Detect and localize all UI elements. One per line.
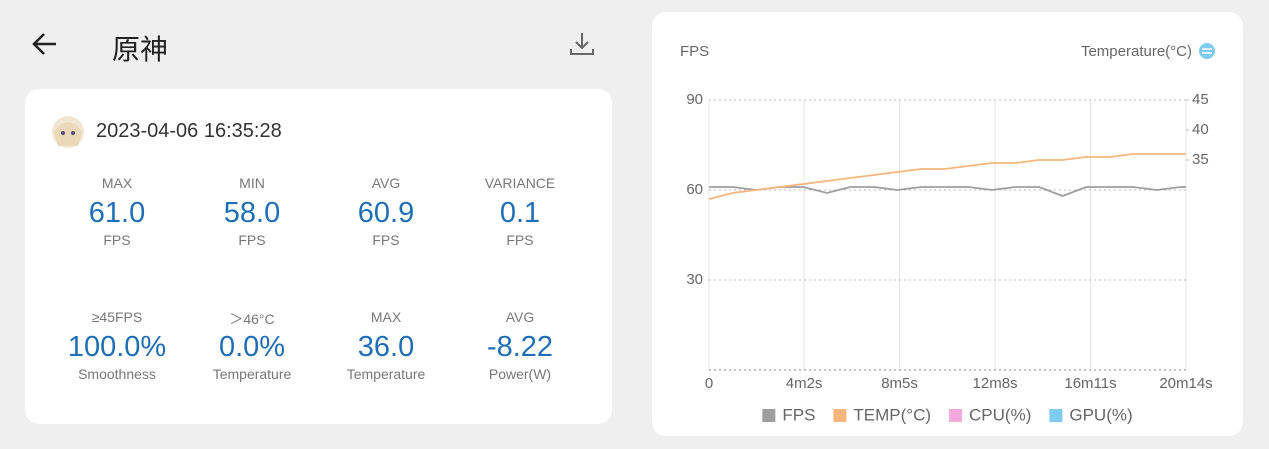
y-tick-label: 30 (686, 271, 703, 288)
y-tick-label: 90 (686, 91, 703, 108)
x-tick-label: 4m2s (786, 375, 823, 392)
stat: ＞46°C 0.0% Temperature (187, 309, 317, 382)
x-tick-label: 0 (705, 375, 713, 392)
stat-value: 58.0 (223, 197, 281, 229)
stats-card (25, 89, 612, 424)
stat-label: MAX (370, 309, 402, 325)
legend-label: FPS (782, 405, 815, 424)
x-tick-label: 8m5s (881, 375, 918, 392)
stat: VARIANCE 0.1 FPS (455, 175, 585, 248)
stat-value: 36.0 (357, 331, 415, 363)
stat-value: 0.1 (499, 197, 541, 229)
axis-icon-lines (1202, 48, 1212, 54)
back-button[interactable] (30, 30, 58, 58)
legend-label: GPU(%) (1069, 405, 1132, 424)
stat-unit: FPS (372, 232, 400, 248)
download-button[interactable] (568, 30, 596, 58)
stat-label: AVG (371, 175, 401, 191)
stat-unit: FPS (103, 232, 131, 248)
x-tick-label: 16m11s (1064, 375, 1116, 392)
y2-tick-label: 40 (1192, 121, 1209, 138)
stat-unit: Temperature (346, 366, 426, 382)
legend-swatch (949, 409, 963, 422)
stat-label: AVG (505, 309, 535, 325)
y-tick-label: 60 (686, 181, 703, 198)
stat: ≥45FPS 100.0% Smoothness (52, 309, 182, 382)
stat-label: MAX (101, 175, 133, 191)
stat: MAX 36.0 Temperature (321, 309, 451, 382)
app-title: 原神 (112, 34, 169, 65)
axis-icon (1199, 43, 1215, 59)
avatar (52, 116, 84, 148)
legend-label: CPU(%) (969, 405, 1031, 424)
stat-label: MIN (239, 175, 265, 191)
series-line (709, 186, 1186, 197)
stat-unit: FPS (238, 232, 266, 248)
y-axis-label: FPS (680, 43, 709, 60)
stat: MAX 61.0 FPS (52, 175, 182, 248)
legend-swatch (1049, 409, 1063, 422)
stat-value: -8.22 (486, 331, 554, 363)
stat: MIN 58.0 FPS (187, 175, 317, 248)
stat-label: ＞46°C (229, 311, 275, 327)
stat: AVG -8.22 Power(W) (455, 309, 585, 382)
stat-unit: Temperature (212, 366, 292, 382)
y2-tick-label: 35 (1192, 151, 1209, 168)
stat-unit: Smoothness (78, 366, 156, 382)
stat-unit: FPS (506, 232, 534, 248)
legend-swatch (833, 409, 847, 422)
x-tick-label: 12m8s (973, 375, 1018, 392)
stat-unit: Power(W) (488, 366, 552, 382)
stat-value: 100.0% (67, 331, 167, 363)
stat-label: VARIANCE (484, 175, 556, 191)
timestamp: 2023-04-06 16:35:28 (96, 120, 282, 142)
legend-swatch (762, 409, 776, 422)
stat: AVG 60.9 FPS (321, 175, 451, 248)
y2-tick-label: 45 (1192, 91, 1209, 108)
x-tick-label: 20m14s (1159, 375, 1212, 392)
stat-value: 61.0 (88, 197, 146, 229)
chart-card (652, 12, 1243, 436)
y2-axis-label: Temperature(°C) (1081, 43, 1192, 60)
series-line (708, 153, 1186, 200)
stat-value: 0.0% (218, 331, 286, 363)
stat-value: 60.9 (357, 197, 415, 229)
legend-label: TEMP(°C) (853, 405, 931, 424)
stat-label: ≥45FPS (91, 309, 143, 325)
